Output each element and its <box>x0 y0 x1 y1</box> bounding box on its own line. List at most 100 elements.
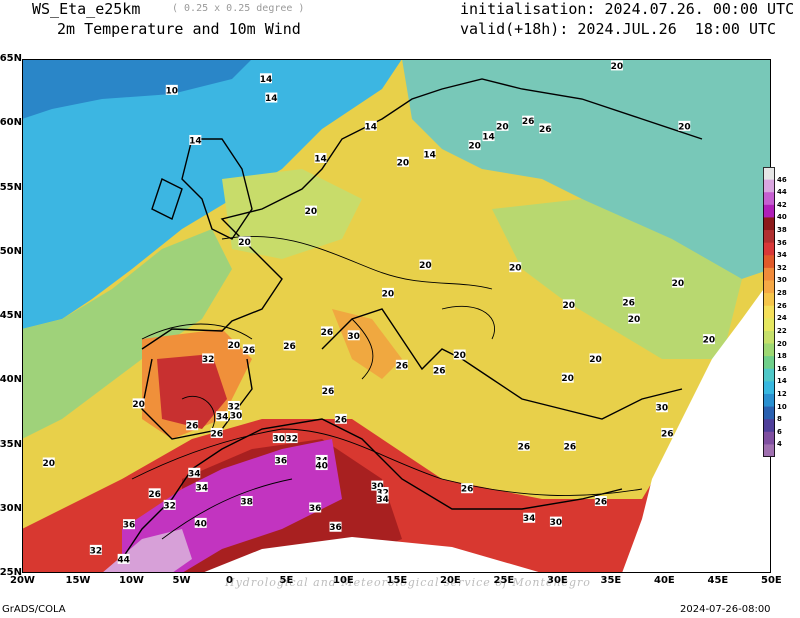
contour-label: 26 <box>148 490 161 500</box>
contour-label-bg <box>186 420 199 431</box>
contour-label-bg <box>240 496 253 507</box>
contour-label: 32 <box>90 546 103 556</box>
colorbar-label: 30 <box>777 276 787 285</box>
colorbar-label: 14 <box>777 377 787 386</box>
contour-label-bg <box>202 353 215 364</box>
contour-label-bg <box>523 512 536 523</box>
contour-label: 26 <box>283 342 296 352</box>
contour-label: 14 <box>314 154 327 164</box>
lat-label: 45N <box>0 310 22 321</box>
contour-label: 34 <box>523 514 536 524</box>
lat-label: 35N <box>0 438 22 450</box>
lon-label: 20W <box>10 575 35 586</box>
lon-label: 45E <box>707 575 729 586</box>
init-time: initialisation: 2024.07.26. 00:00 UTC <box>460 0 795 18</box>
contour-label-bg <box>322 385 335 396</box>
contour-label-bg <box>315 454 328 465</box>
colorbar-label: 28 <box>777 289 787 298</box>
colorbar-segment <box>763 368 775 382</box>
contour-label-bg <box>376 487 389 498</box>
contour-label: 14 <box>265 94 278 104</box>
contour-label: 20 <box>238 238 251 248</box>
colorbar-label: 20 <box>777 339 787 348</box>
colorbar-segment <box>763 204 775 218</box>
contour-label-bg <box>539 123 552 134</box>
contour-label-bg <box>42 457 55 468</box>
iberia-red-core <box>157 354 227 429</box>
colorbar-label: 8 <box>777 415 782 424</box>
colorbar-segment <box>763 318 775 332</box>
contour-label-bg <box>259 73 272 84</box>
colorbar-label: 24 <box>777 314 787 323</box>
contour-label-bg <box>309 502 322 513</box>
contour-label-bg <box>265 92 278 103</box>
colorbar-label: 46 <box>777 175 787 184</box>
contour-label: 20 <box>678 122 691 132</box>
contour-label-bg <box>188 467 201 478</box>
contour-label: 30 <box>550 518 563 528</box>
contour-lines <box>131 235 643 540</box>
colorbar-label: 12 <box>777 389 787 398</box>
contour-label-bg <box>242 344 255 355</box>
contour-label-bg <box>347 330 360 341</box>
lat-label: 65N <box>0 53 22 64</box>
contour-label-bg <box>655 402 668 413</box>
contour-label: 10 <box>166 86 179 96</box>
colorbar-segment <box>763 393 775 408</box>
field-title: 2m Temperature and 10m Wind <box>57 20 301 38</box>
colorbar-label: 4 <box>777 440 782 449</box>
contour-label-bg <box>628 313 641 324</box>
colorbar-label: 44 <box>777 188 787 197</box>
lon-label: 25E <box>493 575 515 586</box>
colorbar-label: 16 <box>777 364 787 373</box>
lat-label: 30N <box>0 502 22 514</box>
lon-label: 0 <box>226 575 233 586</box>
colorbar-segment <box>763 343 775 357</box>
contour-label-bg <box>376 493 389 504</box>
contour-label-bg <box>396 156 409 167</box>
contour-label: 26 <box>564 442 577 452</box>
contour-label: 26 <box>335 415 348 425</box>
contour-label: 20 <box>468 142 481 152</box>
contour-label-bg <box>453 349 466 360</box>
colorbar-label: 32 <box>777 263 787 272</box>
contour-label: 26 <box>321 328 334 338</box>
contour-label: 26 <box>661 429 674 439</box>
contour-label-bg <box>194 517 207 528</box>
colorbar-label: 36 <box>777 238 787 247</box>
contour-label: 26 <box>322 387 335 397</box>
contour-label-bg <box>117 553 130 564</box>
footer-right: 2024-07-26-08:00 <box>680 604 771 615</box>
lon-label: 30E <box>547 575 568 586</box>
contour-label-bg <box>562 299 575 310</box>
lat-label: 25N <box>0 567 22 578</box>
lon-label: 5E <box>279 575 294 586</box>
colorbar-label: 18 <box>777 352 787 361</box>
contour-label-bg <box>522 115 535 126</box>
colorbar-segment <box>763 267 775 281</box>
italy-orange <box>332 309 402 379</box>
contour-label: 20 <box>453 351 466 361</box>
contour-label-bg <box>238 236 251 247</box>
contour-label-bg <box>314 152 327 163</box>
contour-label-bg <box>230 409 242 420</box>
contour-label: 14 <box>482 133 495 143</box>
contour-label: 38 <box>240 498 253 508</box>
lon-label: 5W <box>172 575 191 586</box>
lon-label: 10E <box>333 575 354 586</box>
contour-label: 20 <box>672 279 685 289</box>
contour-label: 26 <box>243 346 256 356</box>
colorbar-label: 10 <box>777 402 787 411</box>
contour-label: 36 <box>275 456 288 466</box>
contour-label-bg <box>283 340 296 351</box>
cold-ocean-region <box>22 59 402 329</box>
colorbar-segment <box>763 242 775 256</box>
colorbar-label: 42 <box>777 200 787 209</box>
contour-label: 20 <box>611 62 624 72</box>
contour-label: 26 <box>396 361 409 371</box>
contour-label-bg <box>189 134 202 145</box>
contour-label-bg <box>89 544 102 555</box>
contour-label: 32 <box>163 501 176 511</box>
contour-label-bg <box>622 296 635 307</box>
